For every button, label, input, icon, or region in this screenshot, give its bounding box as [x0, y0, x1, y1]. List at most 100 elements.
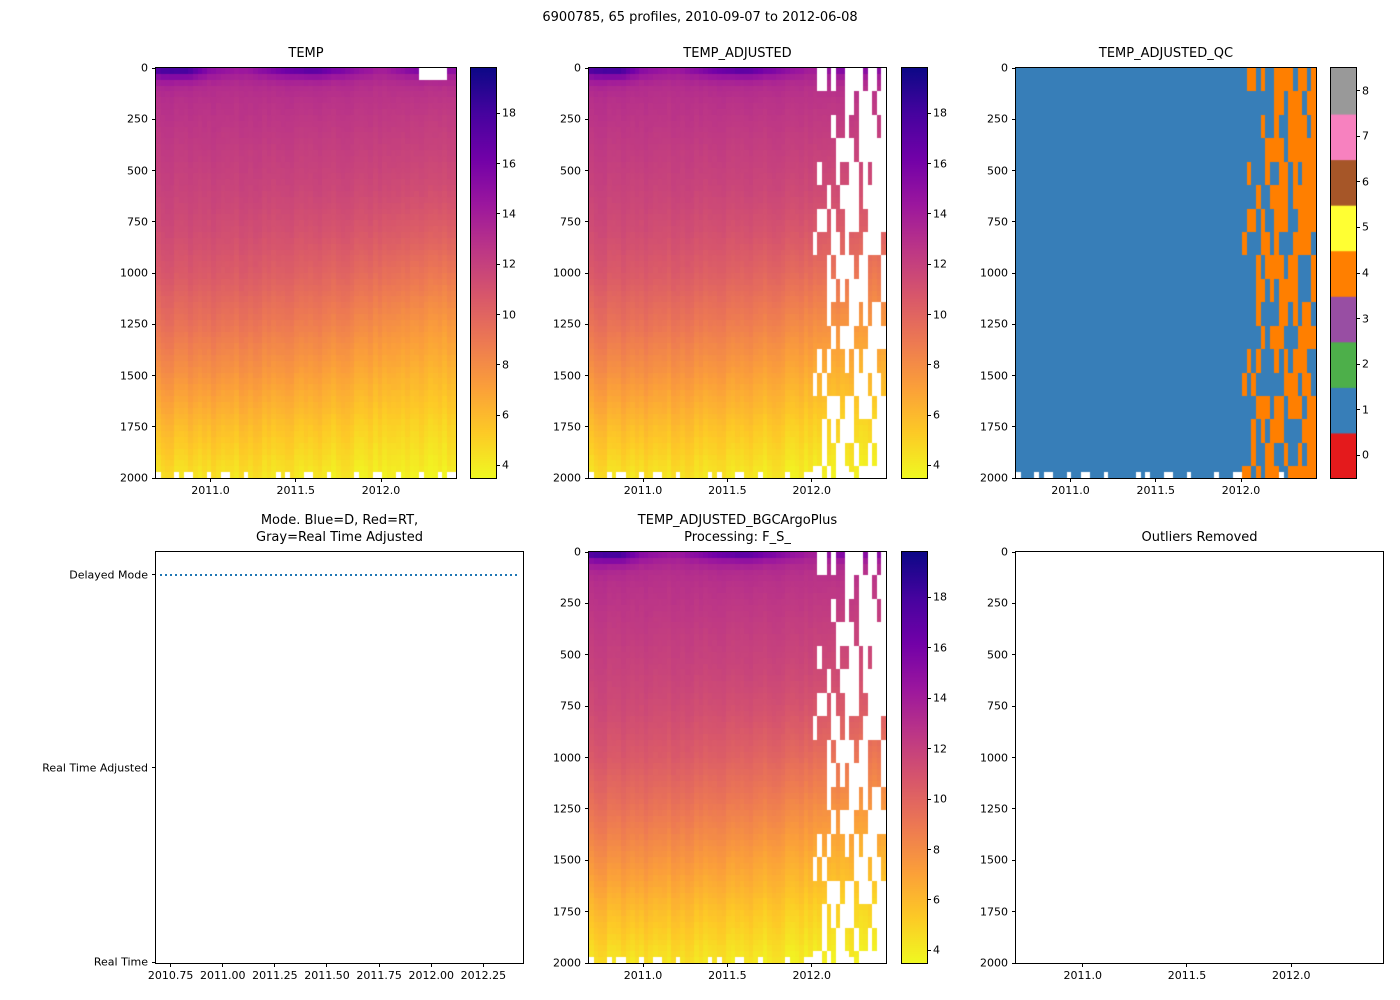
y-tick-mark	[585, 911, 589, 913]
y-tick-label: 1000	[980, 266, 1008, 280]
y-tick-label: 250	[560, 596, 581, 610]
y-tick-mark	[1012, 808, 1016, 810]
colorbar-tick-mark	[1356, 409, 1360, 411]
x-tick-mark	[326, 963, 328, 967]
y-tick-label: 1500	[980, 853, 1008, 867]
y-tick-mark	[1012, 962, 1016, 964]
y-tick-mark	[1012, 221, 1016, 223]
colorbar-tick-mark	[927, 748, 931, 750]
y-tick-mark	[152, 426, 156, 428]
y-tick-mark	[1012, 375, 1016, 376]
panel-temp-adjusted-bgc-title-line2: Processing: F_S_	[684, 530, 791, 545]
y-tick-mark	[1012, 170, 1016, 171]
x-tick-label: 2012.0	[361, 484, 401, 497]
y-tick-mark	[1012, 477, 1016, 479]
colorbar-tick-label: 18	[502, 106, 516, 120]
colorbar-tick-label: 12	[933, 257, 947, 271]
colorbar-tick-mark	[927, 697, 931, 699]
colorbar-tick-mark	[927, 899, 931, 901]
panel-temp-adjusted-title: TEMP_ADJUSTED	[683, 45, 791, 68]
y-tick-label: 250	[560, 112, 581, 126]
y-tick-label: 500	[987, 648, 1008, 662]
y-tick-label: 750	[987, 215, 1008, 229]
colorbar-tick-mark	[927, 314, 931, 315]
panel-temp-adjusted-bgc-title-line1: TEMP_ADJUSTED_BGCArgoPlus	[637, 513, 838, 528]
y-tick-mark	[585, 272, 589, 274]
colorbar-tick-label: 10	[933, 792, 947, 806]
colorbar-tick-label: 14	[933, 691, 947, 705]
colorbar-tick-label: 12	[933, 742, 947, 756]
y-tick-label: 0	[1001, 61, 1008, 75]
colorbar-tick-label: 0	[1362, 448, 1369, 462]
y-tick-mark	[1012, 705, 1016, 707]
panel-temp-adjusted-bgc-title: TEMP_ADJUSTED_BGCArgoPlus Processing: F_…	[638, 512, 837, 552]
x-tick-label: 2011.0	[1063, 969, 1102, 982]
colorbar-tick-mark	[1356, 135, 1360, 137]
x-tick-mark	[482, 963, 484, 967]
panel-outliers-removed-title-text: Outliers Removed	[1141, 530, 1258, 545]
y-tick-mark	[1012, 426, 1016, 428]
colorbar-tick-label: 4	[1362, 266, 1369, 280]
colorbar-tick-label: 8	[502, 358, 509, 372]
panel-mode-title-line2: Gray=Real Time Adjusted	[256, 530, 423, 545]
colorbar-tick-label: 14	[502, 207, 516, 221]
x-tick-label: 2012.0	[792, 969, 832, 982]
y-tick-label: 1750	[980, 420, 1008, 434]
y-tick-mark	[585, 705, 589, 707]
y-category-label: Real Time Adjusted	[42, 761, 148, 775]
colorbar-tick-mark	[1356, 90, 1360, 92]
panel-mode: Mode. Blue=D, Red=RT, Gray=Real Time Adj…	[42, 513, 524, 982]
y-tick-mark	[152, 375, 156, 376]
y-tick-mark	[585, 859, 589, 861]
y-tick-label: 250	[987, 596, 1008, 610]
colorbar-tick-label: 12	[502, 257, 516, 271]
temp-adjusted-bgc-heatmap-canvas	[589, 552, 886, 963]
panel-temp-adjusted-qc-title: TEMP_ADJUSTED_QC	[1099, 45, 1233, 68]
colorbar-tick-mark	[496, 112, 500, 114]
x-tick-label: 2011.5	[1167, 969, 1207, 982]
y-tick-mark	[152, 574, 156, 576]
y-tick-mark	[152, 477, 156, 479]
colorbar-tick-mark	[1356, 226, 1360, 228]
panel-outliers-removed: Outliers Removed 2011.0 2011.5 2012.0 0 250 5…	[980, 530, 1384, 982]
temp-adjusted-colorbar: 4 6 8 10 12 14 16 18	[901, 67, 947, 479]
colorbar-tick-label: 6	[933, 408, 940, 422]
y-tick-label: 2000	[553, 956, 581, 970]
y-tick-mark	[152, 961, 156, 963]
y-tick-label: 1250	[553, 802, 581, 816]
x-tick-mark	[295, 478, 297, 482]
y-tick-label: 1250	[553, 317, 581, 331]
panel-temp-adjusted-title-text: TEMP_ADJUSTED	[683, 46, 792, 61]
x-tick-mark	[1186, 963, 1188, 967]
y-tick-mark	[585, 375, 589, 376]
x-tick-mark	[1155, 478, 1157, 482]
x-tick-label: 2011.25	[252, 969, 298, 982]
x-tick-mark	[642, 478, 644, 482]
bgc-colorbar-canvas	[902, 552, 927, 963]
x-tick-label: 2011.5	[708, 969, 747, 982]
y-tick-mark	[585, 757, 589, 758]
y-tick-mark	[585, 118, 589, 120]
temp-heatmap-canvas	[156, 68, 456, 478]
y-tick-mark	[585, 477, 589, 479]
y-tick-label: 2000	[980, 471, 1008, 485]
colorbar-tick-mark	[496, 364, 500, 366]
colorbar-tick-mark	[1356, 363, 1360, 365]
y-tick-mark	[152, 170, 156, 171]
delayed-mode-line	[160, 573, 519, 576]
temp-adjusted-qc-heatmap-canvas	[1016, 68, 1316, 478]
y-tick-label: 1500	[980, 369, 1008, 382]
temp-colorbar: 4 6 8 10 12 14 16 18	[470, 67, 516, 479]
colorbar-tick-mark	[496, 163, 500, 165]
colorbar-tick-mark	[927, 647, 931, 649]
x-tick-mark	[1240, 478, 1242, 482]
colorbar-tick-mark	[927, 596, 931, 598]
x-tick-mark	[210, 478, 212, 482]
qc-colorbar-canvas	[1331, 68, 1356, 478]
colorbar-tick-label: 18	[933, 106, 947, 120]
x-tick-mark	[378, 963, 380, 967]
x-tick-mark	[1290, 963, 1292, 967]
x-tick-label: 2011.75	[356, 969, 402, 982]
y-tick-label: 0	[574, 61, 581, 75]
